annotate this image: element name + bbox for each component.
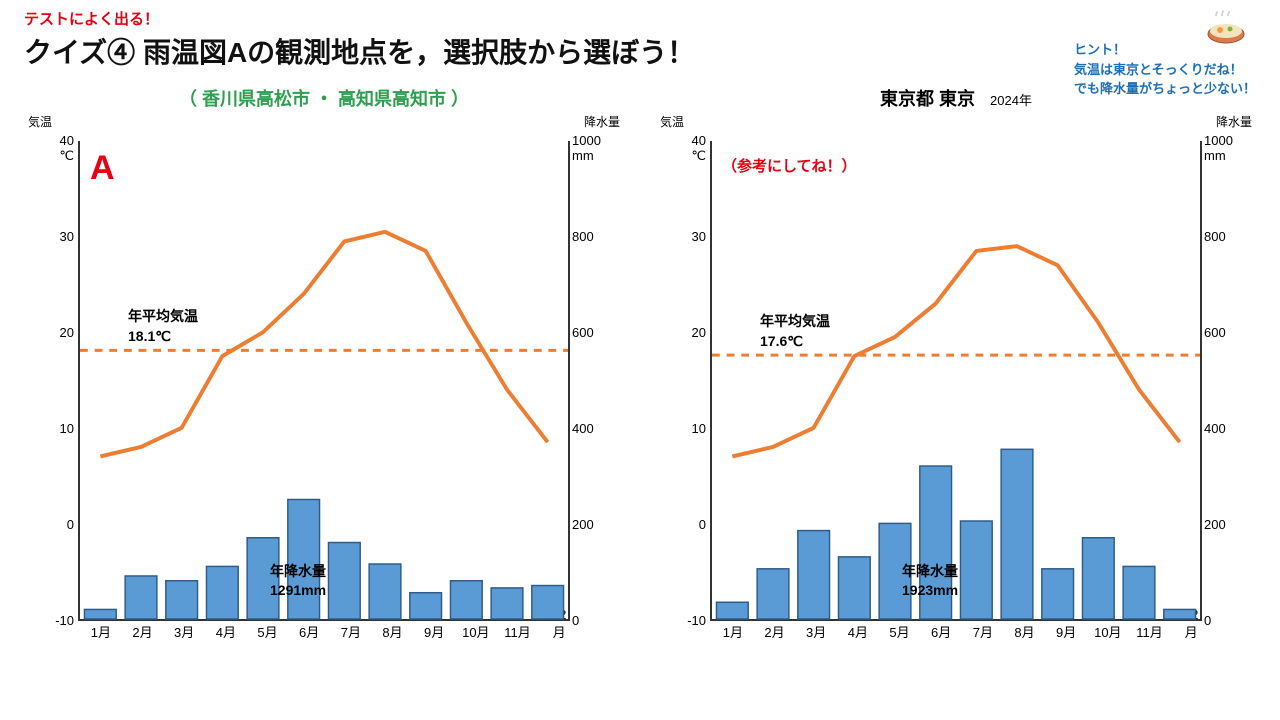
precip-bar bbox=[328, 543, 360, 619]
xtick-month: 3月 bbox=[174, 622, 194, 641]
xtick-month: 6月 bbox=[931, 622, 951, 641]
ytick-precip: 800 bbox=[572, 229, 612, 244]
ytick-precip: 0 bbox=[1204, 613, 1244, 628]
precip-bar bbox=[1001, 449, 1033, 619]
precip-total-label: 年降水量 1923mm bbox=[902, 562, 958, 601]
ytick-temp: 0 bbox=[676, 517, 706, 532]
xtick-month: 6月 bbox=[299, 622, 319, 641]
precip-bar bbox=[450, 581, 482, 619]
ytick-temp: 0 bbox=[44, 517, 74, 532]
ytick-temp: 40℃ bbox=[44, 133, 74, 164]
ytick-precip: 600 bbox=[572, 325, 612, 340]
precip-bar bbox=[206, 566, 238, 619]
xtick-month: 7月 bbox=[341, 622, 361, 641]
hint-line2: 気温は東京とそっくりだね！ bbox=[1074, 60, 1256, 80]
xtick-month: 5月 bbox=[889, 622, 909, 641]
page-title: クイズ④ 雨温図Aの観測地点を，選択肢から選ぼう！ bbox=[24, 31, 1256, 71]
axis-precip-title-b: 降水量 bbox=[1216, 113, 1252, 130]
precip-bar bbox=[716, 602, 748, 619]
ytick-temp: -10 bbox=[44, 613, 74, 628]
precip-bar bbox=[838, 557, 870, 619]
avg-temp-label: 年平均気温 18.1℃ bbox=[128, 307, 198, 346]
axis-temp-title-b: 気温 bbox=[660, 113, 684, 130]
ytick-temp: 20 bbox=[44, 325, 74, 340]
precip-bar bbox=[532, 586, 564, 619]
xtick-month: 9月 bbox=[424, 622, 444, 641]
ytick-temp: 10 bbox=[676, 421, 706, 436]
ytick-precip: 200 bbox=[572, 517, 612, 532]
xtick-month: 10月 bbox=[462, 622, 489, 641]
axis-precip-title: 降水量 bbox=[584, 113, 620, 130]
xtick-month: 1月 bbox=[91, 622, 111, 641]
precip-bar bbox=[1164, 609, 1196, 619]
ytick-temp: 30 bbox=[44, 229, 74, 244]
ytick-temp: 40℃ bbox=[676, 133, 706, 164]
chart-b-subtitle: 東京都 東京 2024年 bbox=[660, 85, 1252, 109]
precip-bar bbox=[1123, 566, 1155, 619]
ytick-precip: 800 bbox=[1204, 229, 1244, 244]
precip-bar bbox=[166, 581, 198, 619]
xtick-month: 8月 bbox=[382, 622, 402, 641]
avg-temp-label: 年平均気温 17.6℃ bbox=[760, 312, 830, 351]
precip-bar bbox=[757, 569, 789, 619]
xtick-month: 2月 bbox=[132, 622, 152, 641]
chart-a-subtitle: （ 香川県高松市 ・ 高知県高知市 ） bbox=[28, 85, 620, 109]
xtick-month: 10月 bbox=[1094, 622, 1121, 641]
xtick-month: 4月 bbox=[216, 622, 236, 641]
precip-bar bbox=[960, 521, 992, 619]
precip-bar bbox=[491, 588, 523, 619]
xtick-month: 11月 bbox=[1136, 622, 1163, 641]
ytick-precip: 1000mm bbox=[572, 133, 612, 163]
precip-bar bbox=[84, 609, 116, 619]
ytick-precip: 600 bbox=[1204, 325, 1244, 340]
banner-text: テストによく出る！ bbox=[24, 8, 1256, 29]
ytick-temp: -10 bbox=[676, 613, 706, 628]
chart-b-subtitle-text: 東京都 東京 bbox=[880, 89, 975, 109]
chart-b: 東京都 東京 2024年 気温 降水量 （参考にしてね！） 40℃3020100… bbox=[660, 85, 1252, 621]
chart-b-year: 2024年 bbox=[990, 93, 1032, 108]
precip-total-label: 年降水量 1291mm bbox=[270, 562, 326, 601]
xtick-month: 11月 bbox=[504, 622, 531, 641]
precip-bar bbox=[798, 531, 830, 619]
precip-bar bbox=[288, 500, 320, 620]
xtick-month: 7月 bbox=[973, 622, 993, 641]
precip-bar bbox=[1042, 569, 1074, 619]
xtick-month: 8月 bbox=[1014, 622, 1034, 641]
xtick-month: 2月 bbox=[764, 622, 784, 641]
precip-bar bbox=[125, 576, 157, 619]
ytick-precip: 400 bbox=[572, 421, 612, 436]
ytick-temp: 10 bbox=[44, 421, 74, 436]
ytick-temp: 20 bbox=[676, 325, 706, 340]
xtick-month: 5月 bbox=[257, 622, 277, 641]
ytick-precip: 200 bbox=[1204, 517, 1244, 532]
xtick-month: 1月 bbox=[723, 622, 743, 641]
ytick-precip: 400 bbox=[1204, 421, 1244, 436]
precip-bar bbox=[369, 564, 401, 619]
ramen-icon bbox=[1202, 6, 1250, 46]
axis-temp-title: 気温 bbox=[28, 113, 52, 130]
temp-line bbox=[732, 246, 1179, 456]
xtick-month: 4月 bbox=[848, 622, 868, 641]
xtick-month: 9月 bbox=[1056, 622, 1076, 641]
ytick-precip: 1000mm bbox=[1204, 133, 1244, 163]
ytick-temp: 30 bbox=[676, 229, 706, 244]
precip-bar bbox=[410, 593, 442, 619]
xtick-month: 3月 bbox=[806, 622, 826, 641]
precip-bar bbox=[1082, 538, 1114, 619]
chart-a: （ 香川県高松市 ・ 高知県高知市 ） 気温 降水量 A 40℃3020100-… bbox=[28, 85, 620, 621]
ytick-precip: 0 bbox=[572, 613, 612, 628]
